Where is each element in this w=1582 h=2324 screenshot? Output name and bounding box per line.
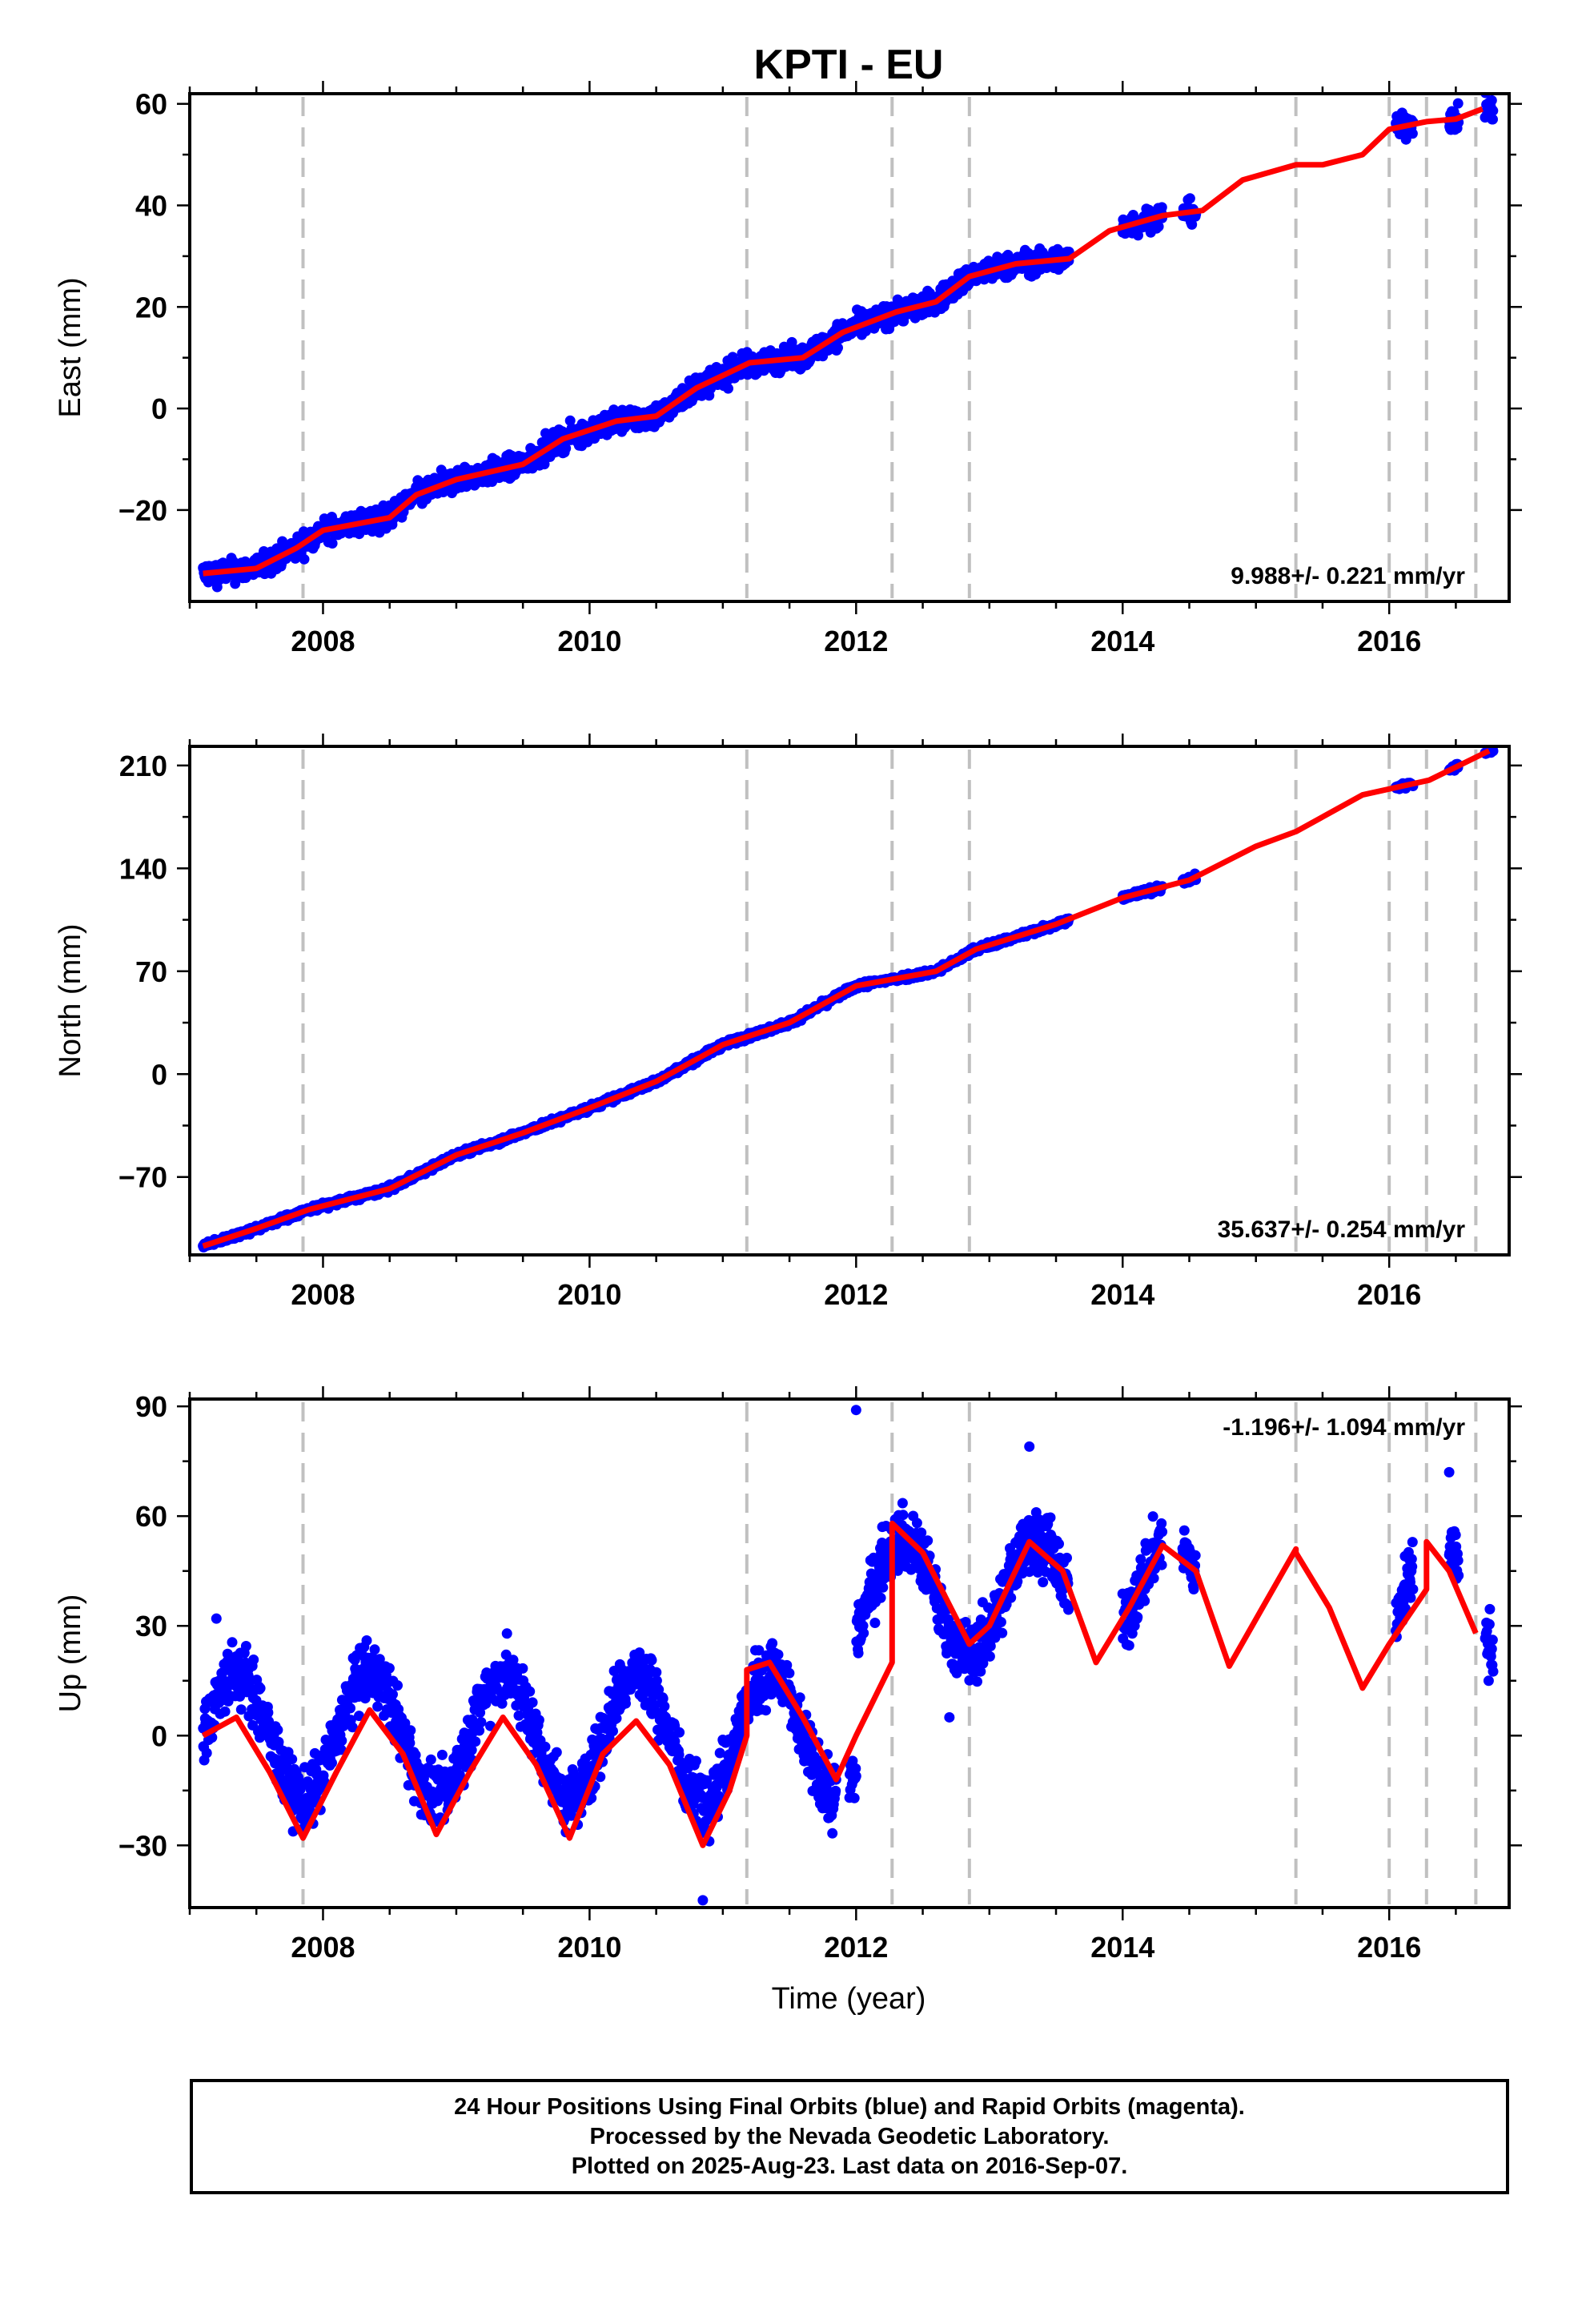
data-point [263,1707,274,1718]
data-point [1486,94,1497,106]
data-point [219,1706,231,1717]
data-point [335,1744,347,1755]
data-point [327,1757,337,1768]
panel-east: 2008 2010 2012 2014 2016 −20 0 20 40 60 East (mm) 9… [54,81,1522,657]
data-point [345,1703,355,1714]
data-point [372,1701,383,1712]
data-point [400,1718,411,1729]
data-point [272,1724,283,1735]
y-axis-label-north: North (mm) [54,923,87,1077]
panel-north: 2008 2010 2012 2014 2016 −70 0 70 140 210 North (m… [54,734,1522,1311]
y-tick-label-east: −20 [118,494,167,527]
data-point [235,1704,247,1715]
x-tick-label-north: 2016 [1357,1278,1421,1311]
y-tick-label-east: 0 [151,392,167,425]
data-point [405,1725,416,1736]
data-point [327,538,338,549]
data-point [1488,746,1499,757]
y-tick-label-north: 70 [135,955,167,988]
data-point [248,1655,259,1665]
fit-curve-north [202,748,1491,1249]
data-point [347,1722,358,1733]
data-point [1407,128,1418,139]
data-point [222,1648,233,1659]
y-tick-label-north: 0 [151,1058,167,1091]
data-point [1452,98,1464,109]
data-point [255,1683,266,1694]
x-tick-label-north: 2014 [1090,1278,1154,1311]
data-point [1184,193,1195,204]
x-tick-label-north: 2008 [291,1278,355,1311]
data-point [425,1754,436,1765]
y-tick-label-east: 20 [135,291,167,324]
data-point [392,1680,403,1691]
data-point [273,1736,284,1747]
data-point [1488,105,1499,116]
data-points-north [198,746,1499,1252]
data-point [336,1735,347,1747]
x-tick-label-east: 2014 [1090,625,1154,657]
x-tick-label-north: 2012 [824,1278,888,1311]
data-point [369,1644,380,1655]
data-point [436,1749,448,1760]
y-tick-label-north: 210 [119,750,167,782]
data-point [299,553,310,565]
data-point [1156,202,1167,213]
data-point [227,1637,238,1648]
y-tick-label-north: 140 [119,852,167,885]
data-point [354,1711,364,1722]
data-point [1153,221,1164,232]
data-point [361,1635,372,1646]
x-tick-label-east: 2010 [557,625,621,657]
data-point [560,443,572,454]
data-point [287,1754,298,1765]
x-tick-label-east: 2008 [291,625,355,657]
data-point [1186,219,1198,230]
y-axis-label-east: East (mm) [54,277,87,417]
data-point [833,342,843,353]
chart-title: KPTI - EU [754,42,944,88]
plot-frame-north [188,745,1511,1256]
rate-label-north: 35.637+/- 0.254 mm/yr [1218,1216,1466,1243]
data-point [723,383,733,394]
x-tick-label-east: 2012 [824,625,888,657]
y-tick-label-east: 60 [135,88,167,121]
x-tick-label-north: 2010 [557,1278,621,1311]
plot-frame-east [188,92,1511,603]
x-tick-label-east: 2016 [1357,625,1421,657]
data-point [410,1750,421,1760]
fit-curve-east [203,106,1484,577]
data-point [1488,114,1498,125]
data-point [240,1641,251,1651]
panels: 2008 2010 2012 2014 2016 −20 0 20 40 60 East (mm) 9… [54,81,1522,1964]
data-point [383,1663,395,1674]
data-point [404,1738,416,1748]
data-point [201,1747,212,1759]
data-points-up [198,1405,1499,1906]
y-tick-label-east: 40 [135,189,167,222]
data-point [387,1689,398,1700]
y-tick-label-north: −70 [118,1161,167,1194]
rate-label-east: 9.988+/- 0.221 mm/yr [1231,563,1465,589]
